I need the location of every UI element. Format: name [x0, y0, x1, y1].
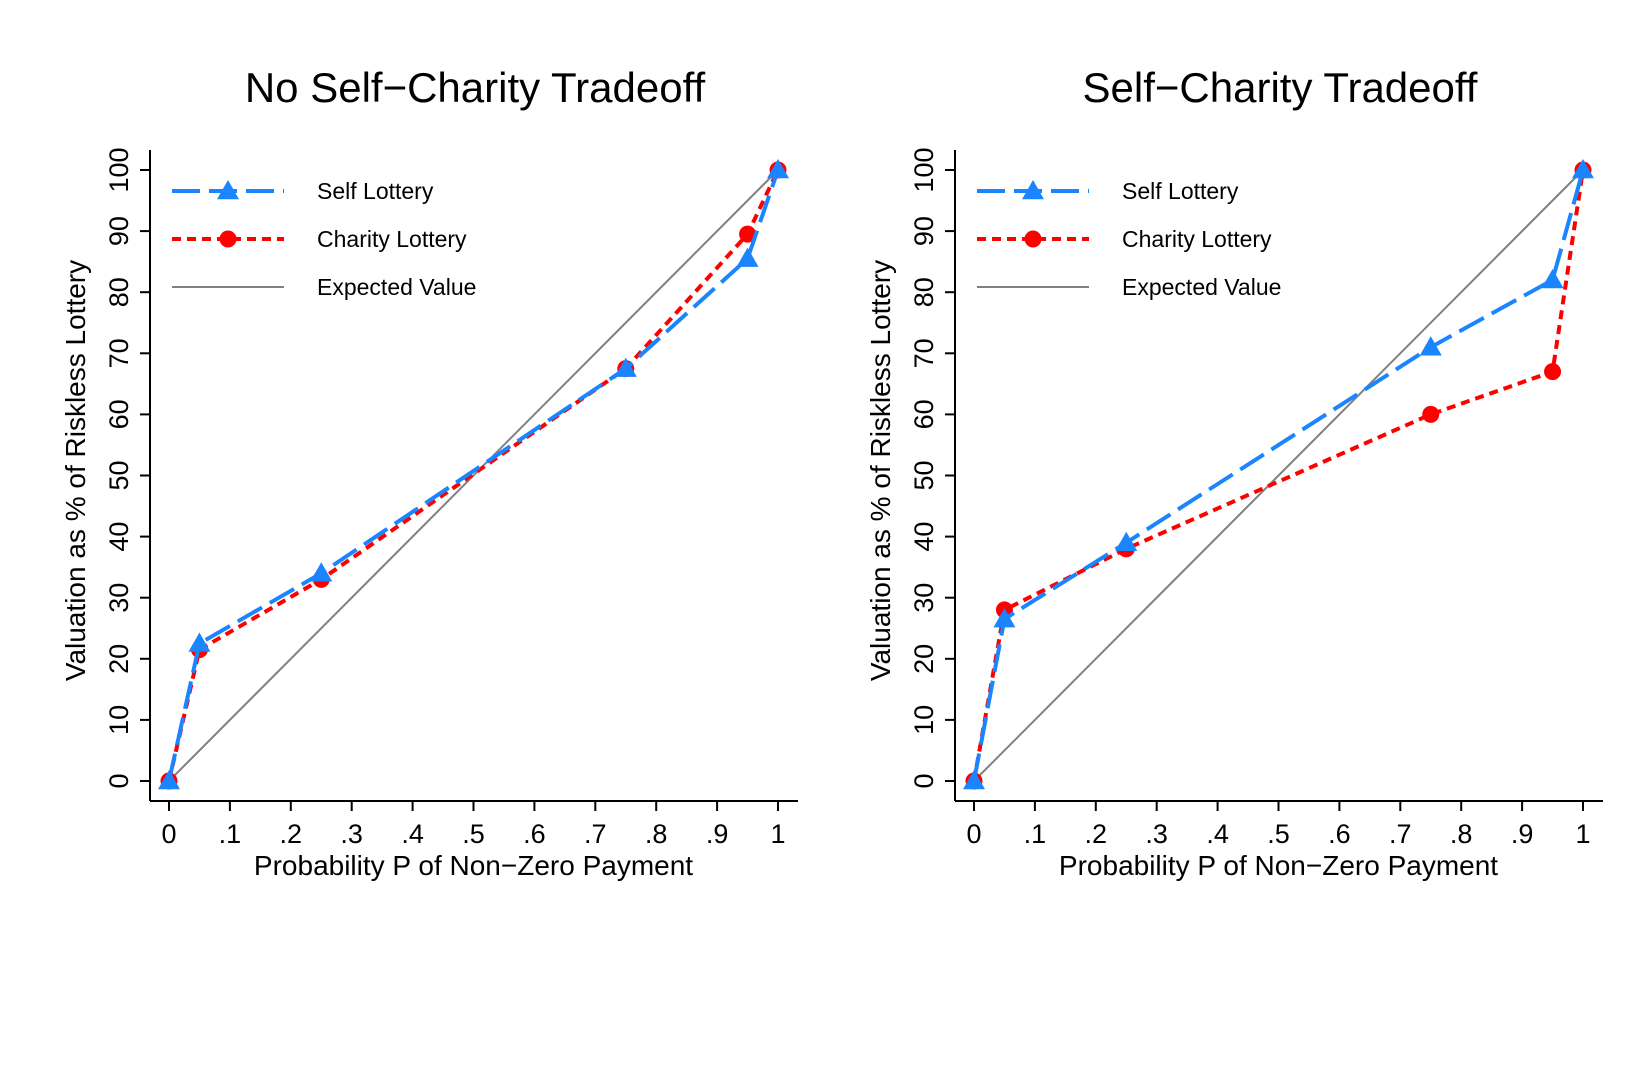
- y-tick-label: 50: [104, 460, 134, 490]
- y-tick-label: 30: [909, 583, 939, 613]
- x-tick-label: 0: [161, 819, 176, 849]
- triangle-marker: [1541, 268, 1564, 289]
- series-line: [167, 169, 780, 782]
- chart-title: No Self−Charity Tradeoff: [245, 64, 706, 111]
- x-tick-label: .6: [1328, 819, 1351, 849]
- triangle-marker: [736, 247, 759, 267]
- y-tick-label: 90: [104, 216, 134, 246]
- y-tick-label: 20: [104, 644, 134, 674]
- chart-no-tradeoff: No Self−Charity Tradeoff0102030405060708…: [60, 64, 798, 881]
- x-axis-title: Probability P of Non−Zero Payment: [1059, 850, 1498, 881]
- y-tick-label: 10: [909, 705, 939, 735]
- y-tick-label: 100: [909, 147, 939, 192]
- triangle-marker: [188, 632, 211, 652]
- circle-marker: [1422, 405, 1440, 423]
- chart-tradeoff: Self−Charity Tradeoff0102030405060708090…: [865, 64, 1603, 881]
- legend-label: Charity Lottery: [317, 226, 467, 252]
- x-tick-label: .2: [280, 819, 303, 849]
- triangle-marker: [310, 562, 333, 582]
- x-tick-label: .4: [401, 819, 424, 849]
- x-tick-label: .7: [584, 819, 607, 849]
- x-tick-label: .8: [645, 819, 668, 849]
- x-tick-label: .7: [1389, 819, 1412, 849]
- series-line: [973, 169, 1584, 782]
- y-tick-label: 30: [104, 583, 134, 613]
- y-tick-label: 40: [104, 522, 134, 552]
- legend: Self Lottery Charity Lottery Expected Valu…: [977, 178, 1281, 300]
- series-self-lottery: [963, 159, 1594, 790]
- y-tick-label: 90: [909, 216, 939, 246]
- series-expected-value: [168, 169, 779, 782]
- x-tick-label: .9: [706, 819, 729, 849]
- legend-marker: [219, 230, 237, 248]
- legend-marker: [217, 180, 239, 200]
- legend-label: Self Lottery: [1122, 178, 1239, 204]
- y-tick-label: 60: [104, 399, 134, 429]
- triangle-marker: [1115, 531, 1138, 551]
- y-tick-label: 0: [909, 773, 939, 788]
- triangle-marker: [1419, 336, 1442, 356]
- x-tick-label: 1: [1575, 819, 1590, 849]
- x-tick-label: .4: [1206, 819, 1229, 849]
- y-tick-label: 0: [104, 773, 134, 788]
- triangle-marker: [993, 608, 1016, 628]
- y-tick-label: 50: [909, 460, 939, 490]
- x-tick-label: .5: [1267, 819, 1290, 849]
- y-tick-label: 70: [104, 338, 134, 368]
- circle-marker: [739, 225, 757, 243]
- legend-marker: [1024, 230, 1042, 248]
- triangle-marker: [158, 770, 180, 790]
- x-tick-label: .3: [340, 819, 363, 849]
- y-tick-label: 70: [909, 338, 939, 368]
- triangle-marker: [614, 357, 637, 377]
- y-tick-label: 100: [104, 147, 134, 192]
- x-axis-title: Probability P of Non−Zero Payment: [254, 850, 693, 881]
- x-tick-label: 0: [966, 819, 981, 849]
- legend-label: Self Lottery: [317, 178, 434, 204]
- legend-label: Expected Value: [317, 274, 476, 300]
- triangle-marker: [1572, 159, 1594, 179]
- x-tick-label: .8: [1450, 819, 1473, 849]
- series-line: [168, 169, 779, 782]
- x-tick-label: 1: [770, 819, 785, 849]
- series-line: [972, 169, 1585, 782]
- y-tick-label: 20: [909, 644, 939, 674]
- chart-title: Self−Charity Tradeoff: [1083, 64, 1478, 111]
- x-tick-label: .2: [1085, 819, 1108, 849]
- legend-marker: [1022, 180, 1044, 200]
- y-tick-label: 40: [909, 522, 939, 552]
- x-tick-label: .9: [1511, 819, 1534, 849]
- y-tick-label: 80: [104, 277, 134, 307]
- triangle-marker: [767, 159, 789, 179]
- x-tick-label: .6: [523, 819, 546, 849]
- triangle-marker: [963, 770, 985, 790]
- legend: Self Lottery Charity Lottery Expected Valu…: [172, 178, 476, 300]
- y-axis-title: Valuation as % of Riskless Lottery: [865, 260, 896, 681]
- legend-label: Expected Value: [1122, 274, 1281, 300]
- x-tick-label: .3: [1145, 819, 1168, 849]
- x-tick-label: .1: [219, 819, 242, 849]
- y-tick-label: 60: [909, 399, 939, 429]
- series-expected-value: [973, 169, 1584, 782]
- y-tick-label: 10: [104, 705, 134, 735]
- legend-label: Charity Lottery: [1122, 226, 1272, 252]
- x-tick-label: .1: [1024, 819, 1047, 849]
- y-axis-title: Valuation as % of Riskless Lottery: [60, 260, 91, 681]
- circle-marker: [1544, 363, 1562, 381]
- series-self-lottery: [158, 159, 789, 790]
- y-tick-label: 80: [909, 277, 939, 307]
- x-tick-label: .5: [462, 819, 485, 849]
